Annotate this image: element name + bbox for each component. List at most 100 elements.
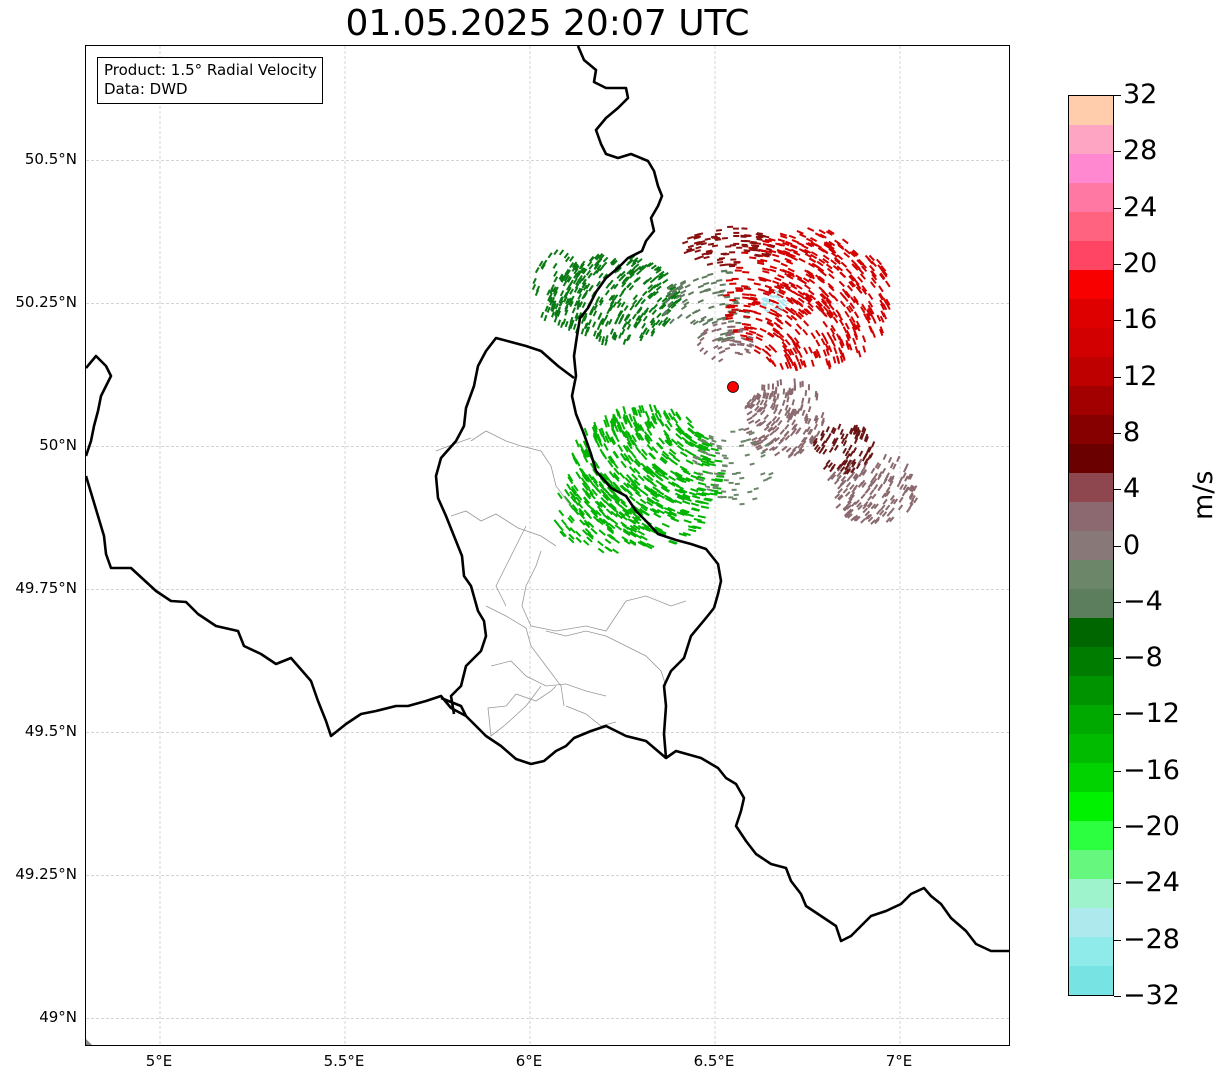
velocity-gate: [848, 305, 854, 312]
velocity-gate: [613, 450, 620, 459]
velocity-gate: [707, 462, 717, 467]
velocity-gate: [584, 481, 591, 490]
velocity-gate: [685, 476, 694, 482]
velocity-gate: [805, 237, 814, 243]
velocity-gate: [866, 309, 872, 317]
velocity-gate: [829, 248, 837, 254]
velocity-gate: [633, 321, 638, 328]
velocity-gate: [606, 480, 613, 488]
velocity-gate: [845, 339, 850, 348]
velocity-gate: [633, 467, 641, 475]
velocity-gate: [682, 495, 691, 500]
velocity-gate: [576, 299, 581, 306]
velocity-gate: [711, 320, 718, 325]
velocity-gate: [853, 332, 859, 341]
velocity-gate: [741, 337, 747, 340]
velocity-gate: [755, 392, 760, 400]
velocity-gate: [627, 259, 634, 265]
velocity-gate: [767, 427, 774, 433]
velocity-gate: [864, 510, 871, 517]
velocity-gate: [706, 252, 713, 256]
colorbar-tick-label: −4: [1123, 585, 1163, 617]
velocity-gate: [740, 235, 747, 238]
velocity-gate: [881, 269, 888, 276]
velocity-gate: [843, 459, 849, 466]
velocity-gate: [588, 478, 595, 487]
velocity-gate: [799, 448, 805, 455]
velocity-gate: [773, 398, 777, 405]
velocity-gate: [799, 381, 802, 388]
velocity-gate: [867, 300, 874, 308]
velocity-gate: [692, 455, 698, 460]
velocity-gate: [638, 433, 645, 441]
velocity-gate: [772, 408, 778, 415]
velocity-gate: [609, 437, 616, 446]
velocity-gate: [531, 283, 537, 291]
velocity-gate: [763, 253, 770, 257]
velocity-gate: [597, 438, 603, 447]
velocity-gate: [765, 356, 772, 363]
velocity-gate: [688, 248, 695, 253]
velocity-gate: [798, 293, 806, 300]
country-border: [86, 475, 667, 766]
colorbar-tick: [1114, 601, 1121, 603]
velocity-gate: [615, 512, 623, 520]
velocity-gate: [786, 314, 793, 321]
velocity-gate: [640, 505, 648, 512]
velocity-gate: [662, 429, 670, 438]
velocity-gate: [592, 424, 598, 433]
map-canvas[interactable]: [86, 46, 1010, 1046]
velocity-gate: [660, 456, 668, 463]
velocity-gate: [650, 284, 657, 290]
velocity-gate: [795, 323, 803, 330]
velocity-gate: [786, 348, 793, 356]
velocity-gate: [642, 315, 648, 322]
velocity-gate: [695, 245, 702, 250]
velocity-gate: [801, 440, 807, 447]
velocity-gate: [865, 316, 871, 324]
velocity-gate: [642, 510, 650, 517]
velocity-gate: [622, 338, 627, 345]
velocity-gate: [713, 344, 719, 350]
velocity-gate: [912, 485, 918, 492]
velocity-gate: [658, 418, 665, 427]
velocity-gate: [747, 490, 753, 494]
velocity-gate: [646, 496, 654, 503]
velocity-gate: [656, 489, 665, 496]
velocity-gate: [666, 514, 676, 520]
velocity-gate: [553, 288, 558, 295]
velocity-gate: [864, 487, 870, 494]
velocity-gate: [870, 519, 876, 525]
velocity-gate: [703, 281, 710, 286]
velocity-gate: [749, 309, 757, 314]
velocity-gate: [613, 283, 619, 290]
velocity-gate: [641, 448, 648, 456]
velocity-gate: [844, 450, 850, 457]
velocity-gate: [565, 498, 572, 506]
map-panel[interactable]: [85, 45, 1010, 1046]
velocity-gate: [749, 431, 755, 436]
velocity-gate: [772, 280, 780, 285]
velocity-gate: [646, 498, 655, 505]
velocity-gate: [871, 316, 877, 324]
velocity-gate: [702, 321, 709, 326]
velocity-gate: [637, 524, 645, 531]
velocity-gate: [771, 425, 778, 431]
region-border: [487, 685, 542, 737]
velocity-gate: [543, 314, 548, 322]
region-border: [505, 685, 557, 707]
velocity-gate: [825, 297, 832, 304]
velocity-gate: [820, 270, 827, 277]
velocity-gate: [759, 399, 765, 406]
country-borders: [86, 46, 1009, 953]
velocity-gate: [691, 459, 698, 464]
velocity-gate: [824, 343, 830, 351]
velocity-gate: [595, 332, 600, 340]
velocity-gate: [559, 290, 565, 297]
velocity-gate: [859, 273, 866, 280]
velocity-gate: [761, 384, 764, 391]
velocity-gate: [568, 322, 573, 329]
velocity-gate: [549, 299, 554, 306]
velocity-gate: [565, 525, 572, 532]
velocity-gate: [616, 266, 622, 273]
